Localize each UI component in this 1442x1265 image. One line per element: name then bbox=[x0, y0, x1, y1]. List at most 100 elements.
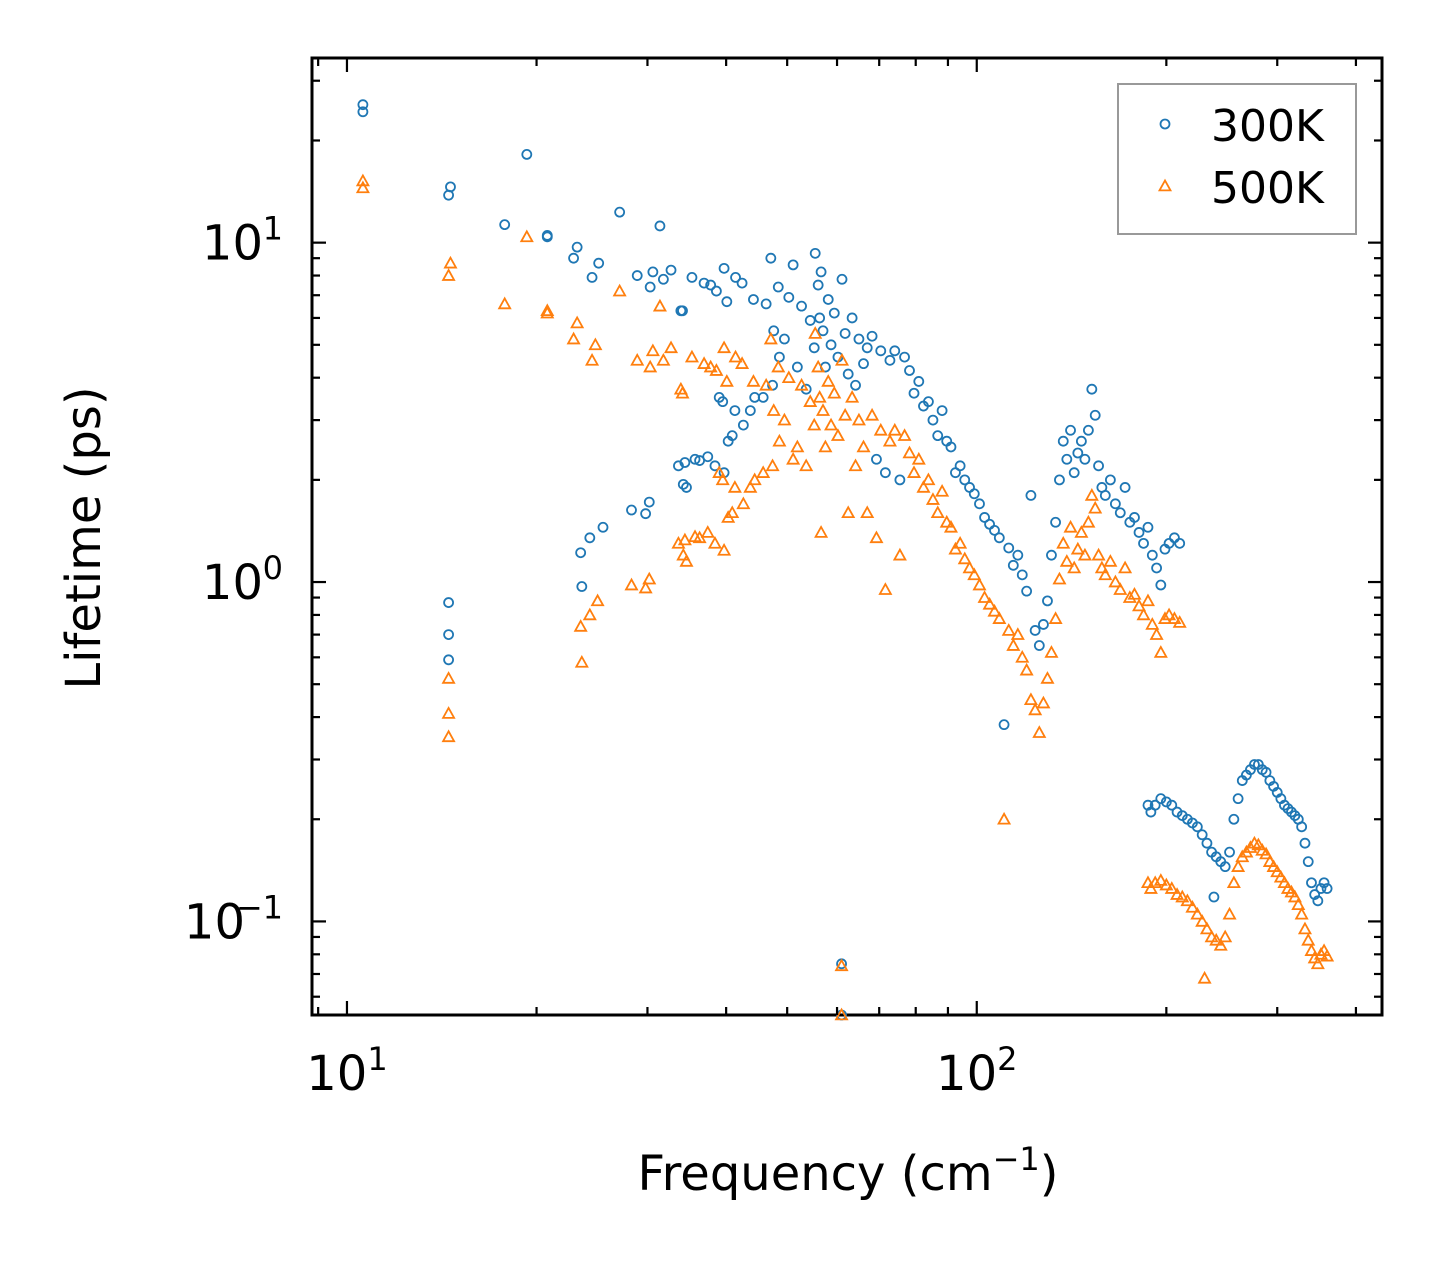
data-point-500k bbox=[703, 359, 718, 373]
data-point-500k bbox=[1001, 623, 1016, 636]
data-point-500k bbox=[1301, 932, 1316, 946]
data-point-300k bbox=[804, 315, 816, 326]
data-point-300k bbox=[357, 99, 369, 111]
data-point-500k bbox=[848, 458, 863, 472]
data-point-500k bbox=[582, 607, 597, 621]
data-point-500k bbox=[1059, 554, 1074, 567]
data-point-300k bbox=[1146, 549, 1158, 561]
data-point-500k bbox=[786, 451, 801, 465]
data-point-500k bbox=[441, 706, 456, 719]
data-point-300k bbox=[850, 379, 861, 391]
data-point-500k bbox=[1048, 611, 1063, 624]
data-point-300k bbox=[1219, 861, 1231, 873]
data-point-500k bbox=[624, 577, 639, 591]
data-point-300k bbox=[679, 457, 691, 468]
data-point-300k bbox=[1012, 549, 1024, 561]
data-point-500k bbox=[1140, 593, 1155, 607]
data-point-500k bbox=[1108, 574, 1123, 588]
data-point-500k bbox=[865, 407, 880, 421]
x-axis-label-main: Frequency (cm bbox=[637, 1146, 992, 1202]
data-point-300k bbox=[812, 279, 824, 291]
data-point-500k bbox=[869, 530, 884, 544]
data-point-500k bbox=[1222, 906, 1237, 920]
data-point-500k bbox=[700, 525, 715, 538]
data-point-300k bbox=[1312, 895, 1324, 907]
data-point-300k bbox=[959, 474, 971, 486]
data-point-300k bbox=[908, 387, 920, 399]
data-point-300k bbox=[791, 361, 803, 373]
data-point-500k bbox=[355, 180, 370, 194]
data-point-300k bbox=[1068, 467, 1080, 479]
data-point-500k bbox=[821, 374, 836, 387]
data-point-300k bbox=[1155, 793, 1167, 805]
data-point-500k bbox=[1213, 938, 1228, 951]
data-point-500k bbox=[441, 729, 456, 743]
x-tick-label: 102 bbox=[936, 1040, 1017, 1102]
data-point-500k bbox=[1122, 590, 1137, 603]
data-point-500k bbox=[1081, 514, 1096, 528]
data-point-500k bbox=[1094, 560, 1109, 574]
legend-items: 300K 500K bbox=[1157, 101, 1325, 214]
data-point-500k bbox=[1304, 943, 1319, 956]
plot-frame bbox=[310, 56, 1384, 1017]
data-point-300k bbox=[644, 281, 656, 293]
data-point-500k bbox=[962, 560, 977, 574]
data-point-300k bbox=[1021, 585, 1033, 597]
data-point-300k bbox=[875, 345, 887, 357]
data-point-300k bbox=[1174, 537, 1186, 549]
legend-box bbox=[1117, 83, 1357, 235]
data-point-500k bbox=[1170, 887, 1185, 900]
data-point-500k bbox=[1157, 611, 1173, 624]
data-point-500k bbox=[540, 303, 555, 317]
x-axis-label-close: ) bbox=[1040, 1146, 1059, 1202]
data-point-500k bbox=[697, 356, 712, 369]
data-point-300k bbox=[643, 496, 655, 508]
legend-item-500k: 500K bbox=[1157, 163, 1325, 214]
legend-label-500k: 500K bbox=[1211, 163, 1325, 214]
data-point-300k bbox=[571, 241, 583, 253]
data-point-300k bbox=[1025, 490, 1037, 501]
data-point-500k bbox=[1162, 607, 1177, 621]
data-point-500k bbox=[1273, 869, 1288, 883]
data-point-500k bbox=[759, 377, 774, 391]
data-point-300k bbox=[689, 453, 701, 465]
data-point-500k bbox=[540, 305, 555, 319]
legend-marker-300k bbox=[1159, 118, 1171, 130]
legend: 300K 500K bbox=[1117, 83, 1357, 235]
data-point-500k bbox=[717, 340, 732, 354]
data-point-300k bbox=[1086, 383, 1098, 395]
data-point-300k bbox=[889, 345, 901, 357]
data-point-500k bbox=[1136, 607, 1151, 621]
data-point-500k bbox=[771, 359, 786, 373]
data-point-500k bbox=[814, 525, 829, 538]
data-point-300k bbox=[1079, 453, 1091, 465]
data-point-300k bbox=[586, 271, 598, 283]
data-point-300k bbox=[815, 266, 827, 278]
data-point-500k bbox=[830, 428, 845, 441]
data-point-300k bbox=[748, 294, 759, 305]
data-point-500k bbox=[1145, 617, 1160, 630]
data-point-300k bbox=[729, 405, 741, 416]
data-point-500k bbox=[873, 422, 888, 436]
data-point-500k bbox=[972, 577, 987, 591]
data-point-300k bbox=[1129, 512, 1140, 523]
data-point-300k bbox=[698, 277, 710, 289]
data-point-500k bbox=[1084, 488, 1099, 501]
data-point-300k bbox=[631, 270, 643, 281]
data-point-500k bbox=[709, 363, 724, 376]
data-point-500k bbox=[1088, 500, 1103, 514]
data-point-300k bbox=[1201, 837, 1213, 849]
y-tick-label-exp: 0 bbox=[263, 549, 283, 587]
data-point-300k bbox=[1309, 889, 1321, 900]
data-point-500k bbox=[735, 356, 750, 369]
data-point-500k bbox=[1251, 837, 1266, 851]
data-point-500k bbox=[1153, 873, 1168, 886]
data-point-300k bbox=[772, 281, 784, 293]
data-point-300k bbox=[899, 351, 910, 363]
data-point-500k bbox=[1010, 627, 1025, 640]
data-point-500k bbox=[953, 536, 968, 549]
data-point-300k bbox=[1151, 562, 1162, 574]
data-point-300k bbox=[1318, 877, 1330, 889]
data-point-500k bbox=[794, 377, 809, 391]
